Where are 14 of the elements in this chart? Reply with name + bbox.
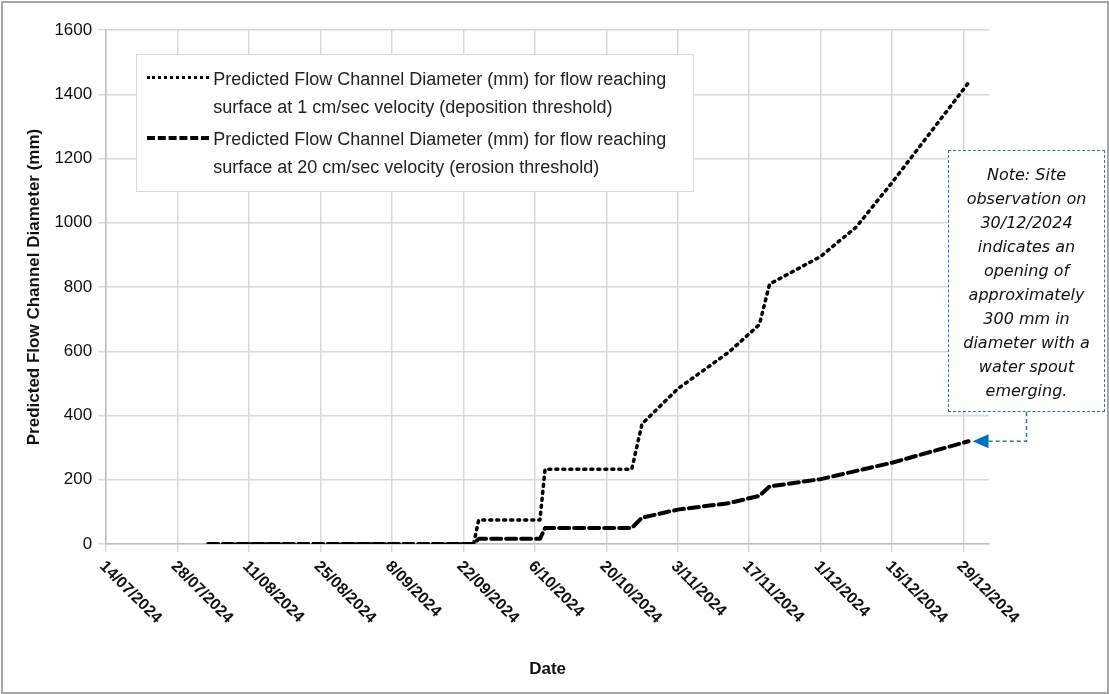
y-tick-label: 600 [63,340,93,360]
y-tick-label: 1400 [54,83,93,103]
y-axis-title: Predicted Flow Channel Diameter (mm) [23,128,43,446]
x-axis-title: Date [529,659,567,679]
y-tick-label: 1000 [54,212,93,232]
y-tick-label: 200 [63,469,93,489]
y-tick-label: 800 [63,276,93,296]
legend-label: Predicted Flow Channel Diameter (mm) for flow reaching surface at 20 cm/sec velocity (erosion threshold) [213,128,668,179]
y-tick-label: 400 [63,405,93,425]
text: Note: Site observation on 30/12/2024 indicates an opening of approximately 300 mm in diameter with a water spout emerging. [963,165,1090,400]
y-tick-label: 0 [82,533,93,553]
y-tick-label: 1600 [54,19,93,39]
y-tick-label: 1200 [54,148,93,168]
legend-label: Predicted Flow Channel Diameter (mm) for flow reaching surface at 1 cm/sec velocity (deposition threshold) [213,68,668,119]
